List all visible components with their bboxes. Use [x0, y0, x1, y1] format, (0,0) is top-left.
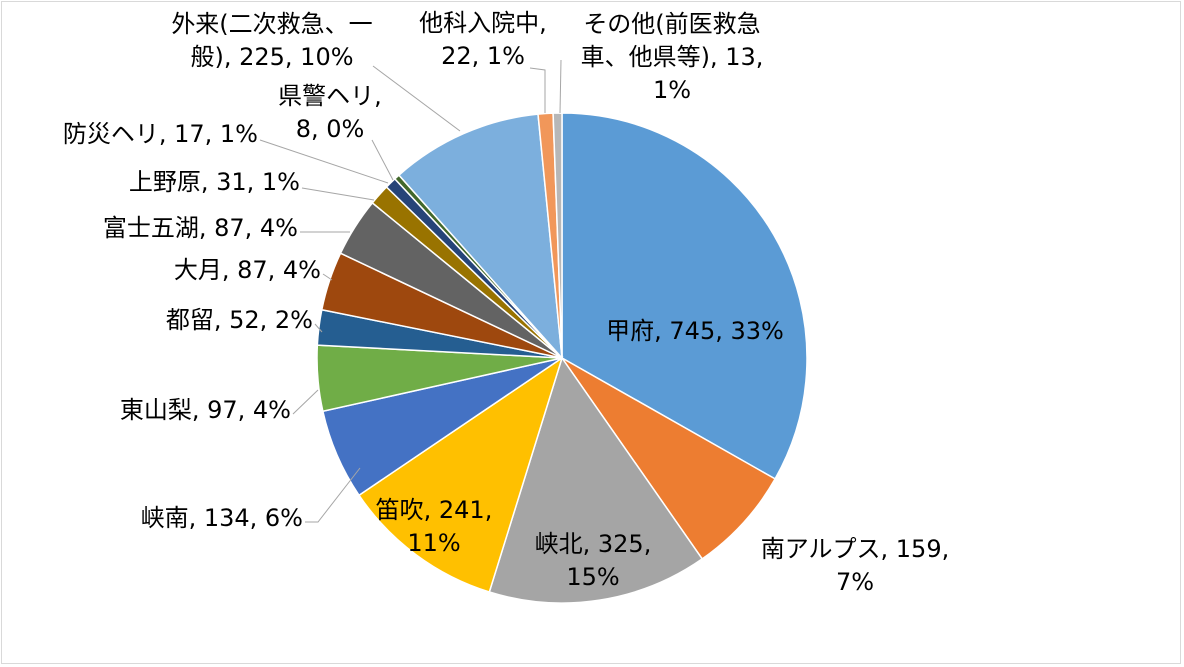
- pie-slice: [552, 112, 563, 359]
- leader-line: [322, 273, 333, 281]
- data-label-line: 峡南, 134, 6%: [141, 504, 303, 532]
- data-label: 県警ヘリ, 8, 0%: [278, 82, 382, 143]
- data-label-line: 峡北, 325,: [535, 530, 652, 558]
- data-label-line: 外来(二次救急、一: [171, 10, 372, 38]
- leader-line: [301, 187, 375, 201]
- leader-lines: [259, 59, 562, 523]
- data-label: 都留, 52, 2%: [166, 306, 313, 334]
- data-label: 外来(二次救急、一般), 225, 10%: [171, 10, 372, 71]
- data-label-line: 笛吹, 241,: [376, 496, 493, 524]
- data-label-line: 東山梨, 97, 4%: [120, 396, 291, 424]
- leader-line: [529, 67, 546, 113]
- pie-slice: [561, 357, 777, 560]
- leader-line: [559, 59, 562, 114]
- data-label-line: 7%: [836, 568, 874, 596]
- data-label-line: 他科入院中,: [419, 9, 547, 37]
- data-label-line: 8, 0%: [296, 115, 365, 143]
- data-label: その他(前医救急車、他県等), 13, 1%: [581, 10, 764, 104]
- data-labels: 甲府, 745, 33% 南アルプス, 159, 7% 峡北, 325, 15% 笛吹, …: [63, 9, 949, 596]
- data-label-line: 1%: [653, 76, 691, 104]
- pie-slice: [357, 356, 564, 593]
- leader-line: [292, 389, 319, 415]
- data-label-line: 車、他県等), 13,: [581, 43, 764, 71]
- data-label: 防災ヘリ, 17, 1%: [63, 120, 258, 148]
- data-label: 峡南, 134, 6%: [141, 504, 303, 532]
- leader-line: [259, 139, 389, 184]
- data-label: 上野原, 31, 1%: [129, 168, 300, 196]
- pie-slice: [561, 112, 808, 480]
- leader-line: [371, 139, 394, 181]
- pie-slice: [488, 356, 704, 604]
- pie-slices: [316, 112, 808, 604]
- data-label-line: 富士五湖, 87, 4%: [103, 214, 298, 242]
- data-label-line: 22, 1%: [441, 42, 525, 70]
- data-label: 他科入院中, 22, 1%: [419, 9, 547, 70]
- pie-slice: [397, 113, 563, 361]
- data-label-line: 上野原, 31, 1%: [129, 168, 300, 196]
- leader-line: [305, 467, 361, 523]
- data-label-line: 県警ヘリ,: [278, 82, 382, 110]
- data-label-line: 大月, 87, 4%: [174, 256, 321, 284]
- data-label: 南アルプス, 159, 7%: [761, 535, 949, 596]
- data-label-line: 15%: [566, 563, 619, 591]
- data-label-line: 防災ヘリ, 17, 1%: [63, 120, 258, 148]
- data-label-line: 都留, 52, 2%: [166, 306, 313, 334]
- data-label: 甲府, 745, 33%: [606, 317, 784, 345]
- data-label: 峡北, 325, 15%: [535, 530, 652, 591]
- leader-line: [314, 323, 323, 333]
- data-label: 富士五湖, 87, 4%: [103, 214, 298, 242]
- data-label-line: その他(前医救急: [583, 10, 760, 38]
- data-label-line: 甲府, 745, 33%: [606, 317, 784, 345]
- data-label: 大月, 87, 4%: [174, 256, 321, 284]
- leader-line: [372, 65, 461, 132]
- data-label: 東山梨, 97, 4%: [120, 396, 291, 424]
- data-label-line: 般), 225, 10%: [190, 43, 353, 71]
- data-label-line: 11%: [407, 529, 460, 557]
- data-label: 笛吹, 241, 11%: [376, 496, 493, 557]
- data-label-line: 南アルプス, 159,: [761, 535, 949, 563]
